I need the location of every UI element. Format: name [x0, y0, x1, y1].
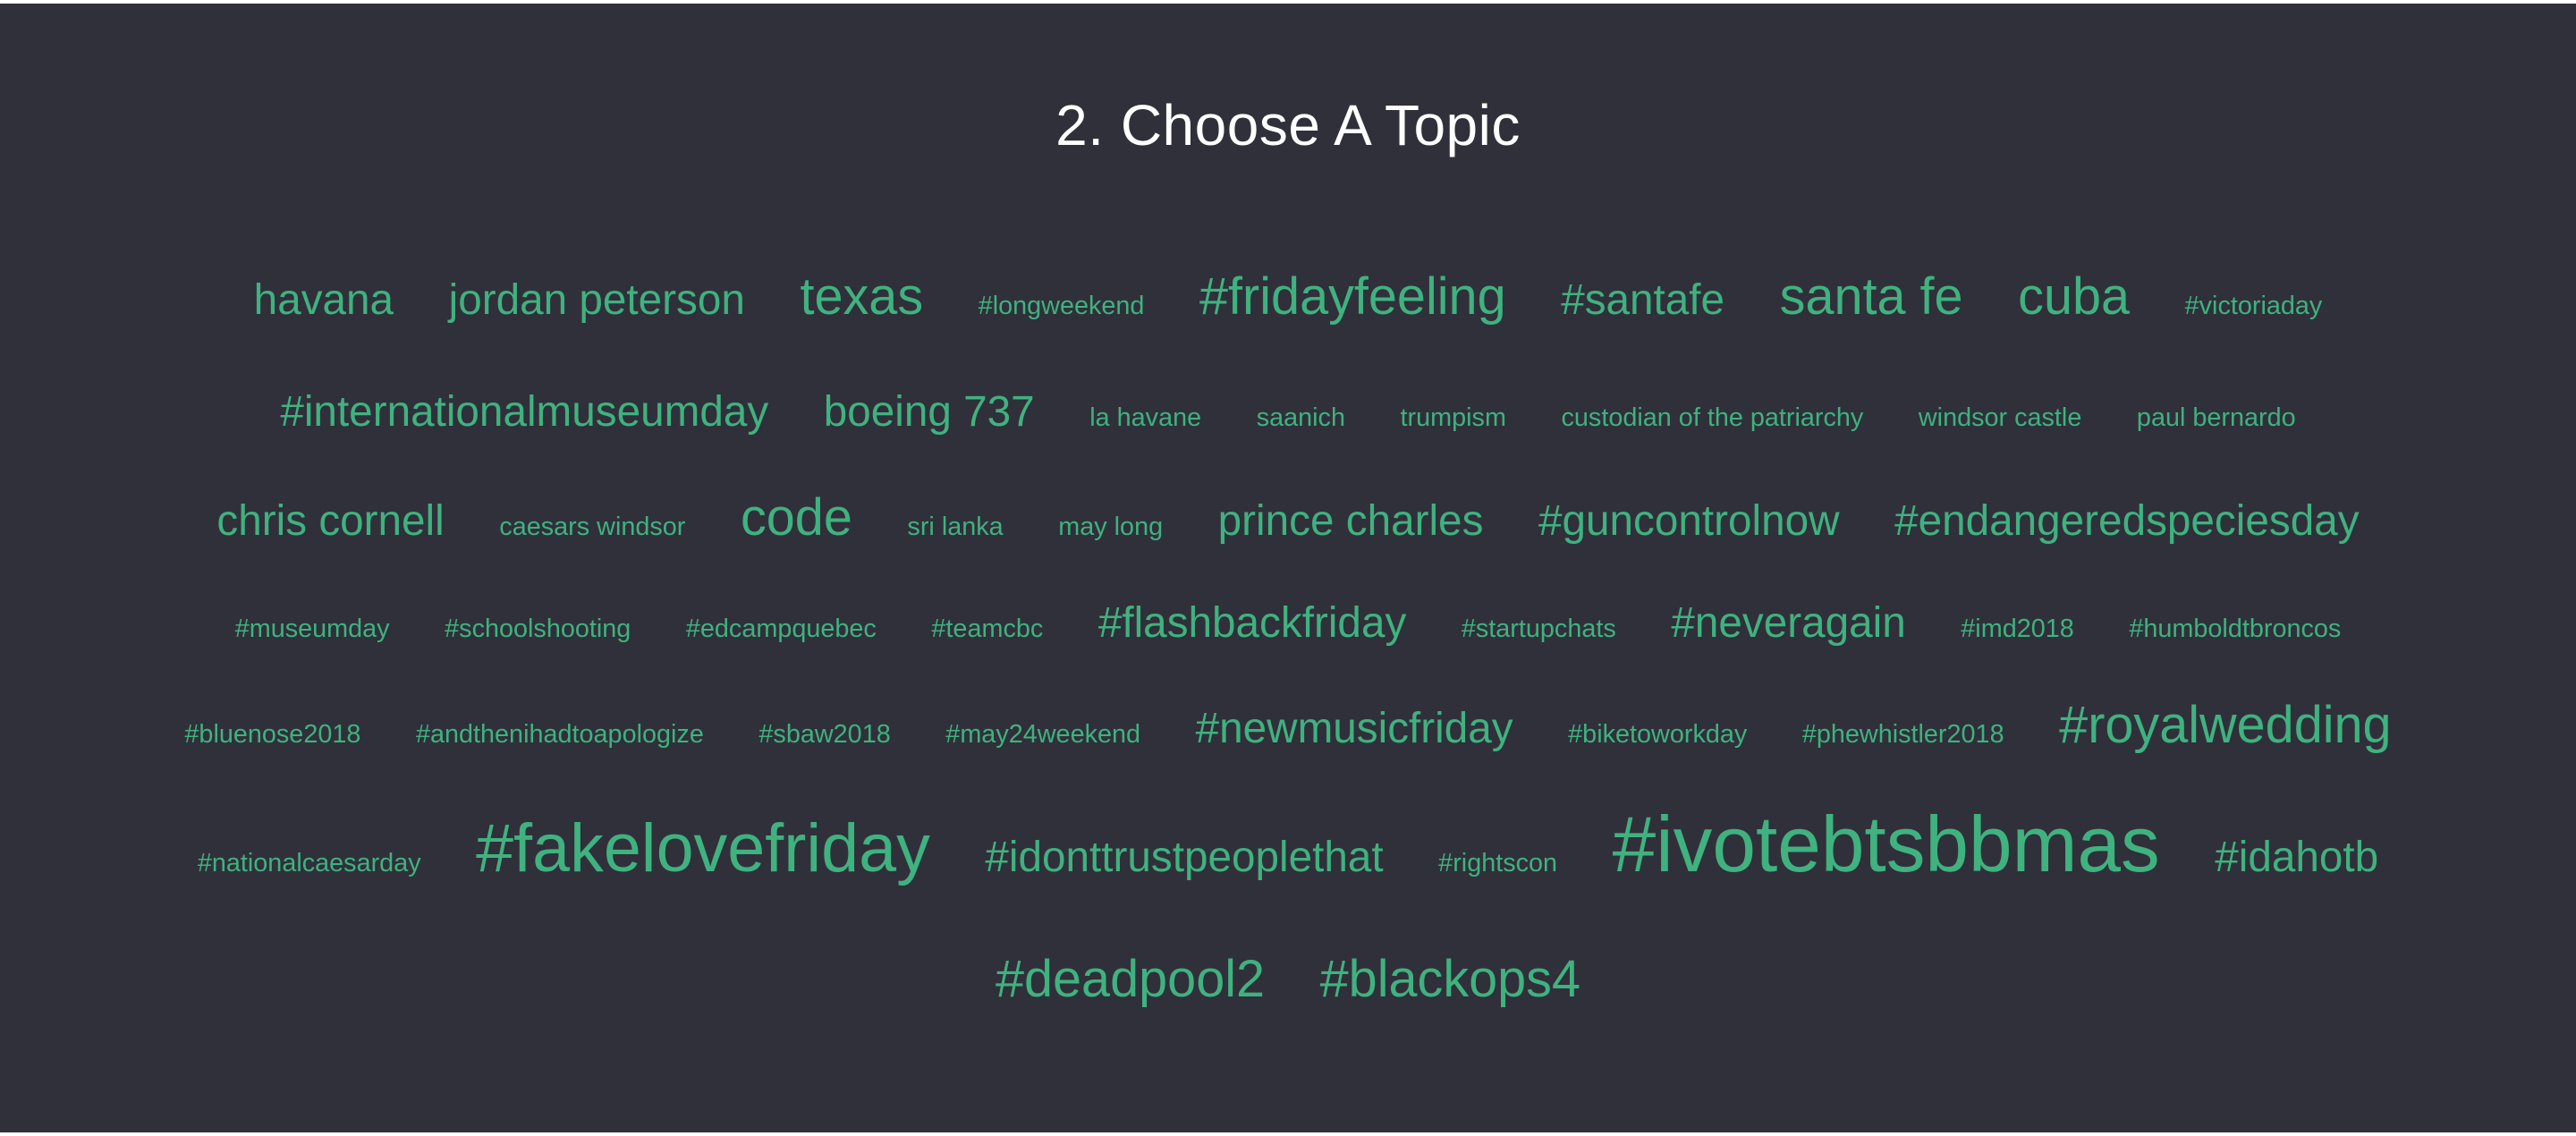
topic-link[interactable]: la havane	[1089, 403, 1202, 432]
topic-link[interactable]: #santafe	[1561, 276, 1725, 324]
topic-link[interactable]: sri lanka	[907, 512, 1004, 541]
topic-link[interactable]: #fakelovefriday	[476, 810, 930, 886]
topic-link[interactable]: #longweekend	[978, 291, 1145, 320]
topic-link[interactable]: havana	[253, 276, 394, 324]
topic-link[interactable]: #may24weekend	[945, 719, 1141, 749]
topic-link[interactable]: #guncontrolnow	[1538, 496, 1840, 545]
topic-link[interactable]: #endangeredspeciesday	[1894, 496, 2360, 545]
topic-row: chris cornell caesars windsor code sri lank…	[9, 487, 2567, 547]
topic-link[interactable]: may long	[1058, 512, 1164, 541]
topic-link[interactable]: #idahotb	[2215, 833, 2379, 881]
topic-link[interactable]: prince charles	[1217, 496, 1484, 545]
topic-link[interactable]: #nationalcaesarday	[197, 848, 421, 877]
topic-link[interactable]: boeing 737	[823, 387, 1035, 436]
topic-link[interactable]: texas	[800, 267, 924, 326]
topic-link[interactable]: saanich	[1256, 403, 1345, 432]
topic-link[interactable]: #fridayfeeling	[1199, 267, 1506, 326]
topic-link[interactable]: #ivotebtsbbmas	[1612, 799, 2160, 888]
topic-row: havana jordan peterson texas #longweekend #f…	[9, 267, 2567, 326]
topic-link[interactable]: #royalwedding	[2059, 695, 2392, 754]
topic-row: #nationalcaesarday #fakelovefriday #idontt…	[9, 799, 2567, 888]
topic-row: #deadpool2 #blackops4	[9, 949, 2567, 1008]
topic-link[interactable]: #museumday	[234, 614, 390, 643]
topic-link[interactable]: #blackops4	[1319, 949, 1581, 1008]
topic-link[interactable]: code	[740, 487, 852, 547]
topic-link[interactable]: #andthenihadtoapologize	[415, 719, 704, 749]
topic-link[interactable]: #deadpool2	[995, 949, 1266, 1008]
topic-link[interactable]: #teamcbc	[931, 614, 1044, 643]
topic-panel: 2. Choose A Topic havana jordan peterson t…	[0, 4, 2576, 1132]
topic-link[interactable]: #neveragain	[1671, 598, 1906, 647]
topic-link[interactable]: trumpism	[1400, 403, 1506, 432]
topic-link[interactable]: paul bernardo	[2136, 403, 2296, 432]
topic-link[interactable]: caesars windsor	[499, 512, 686, 541]
topic-link[interactable]: #humboldtbroncos	[2129, 614, 2342, 643]
topic-link[interactable]: #edcampquebec	[685, 614, 877, 643]
topic-link[interactable]: #phewhistler2018	[1801, 719, 2004, 749]
topic-link[interactable]: #schoolshooting	[445, 614, 631, 643]
topic-cloud: havana jordan peterson texas #longweekend #f…	[0, 4, 2576, 1132]
topic-link[interactable]: cuba	[2018, 267, 2131, 326]
topic-row: #museumday #schoolshooting #edcampquebec #t…	[9, 598, 2567, 647]
topic-row: #bluenose2018 #andthenihadtoapologize #sba…	[9, 699, 2567, 751]
topic-link[interactable]: santa fe	[1779, 267, 1963, 326]
topic-link[interactable]: #sbaw2018	[758, 719, 891, 749]
topic-link[interactable]: custodian of the patriarchy	[1561, 403, 1864, 432]
topic-link[interactable]: #imd2018	[1961, 614, 2074, 643]
topic-link[interactable]: #rightscon	[1438, 848, 1558, 877]
topic-row: #internationalmuseumday boeing 737 la hava…	[9, 387, 2567, 436]
topic-link[interactable]: windsor castle	[1918, 403, 2082, 432]
topic-link[interactable]: jordan peterson	[448, 276, 745, 324]
topic-link[interactable]: #internationalmuseumday	[280, 387, 769, 436]
page-title: 2. Choose A Topic	[1055, 93, 1521, 157]
topic-link[interactable]: chris cornell	[216, 496, 445, 545]
topic-link[interactable]: #flashbackfriday	[1097, 598, 1407, 647]
topic-link[interactable]: #victoriaday	[2184, 291, 2323, 320]
topic-link[interactable]: #bluenose2018	[184, 719, 361, 749]
topic-link[interactable]: #newmusicfriday	[1195, 704, 1513, 752]
topic-link[interactable]: #biketoworkday	[1568, 719, 1748, 749]
topic-link[interactable]: #startupchats	[1461, 614, 1616, 643]
topic-link[interactable]: #idonttrustpeoplethat	[985, 833, 1384, 881]
